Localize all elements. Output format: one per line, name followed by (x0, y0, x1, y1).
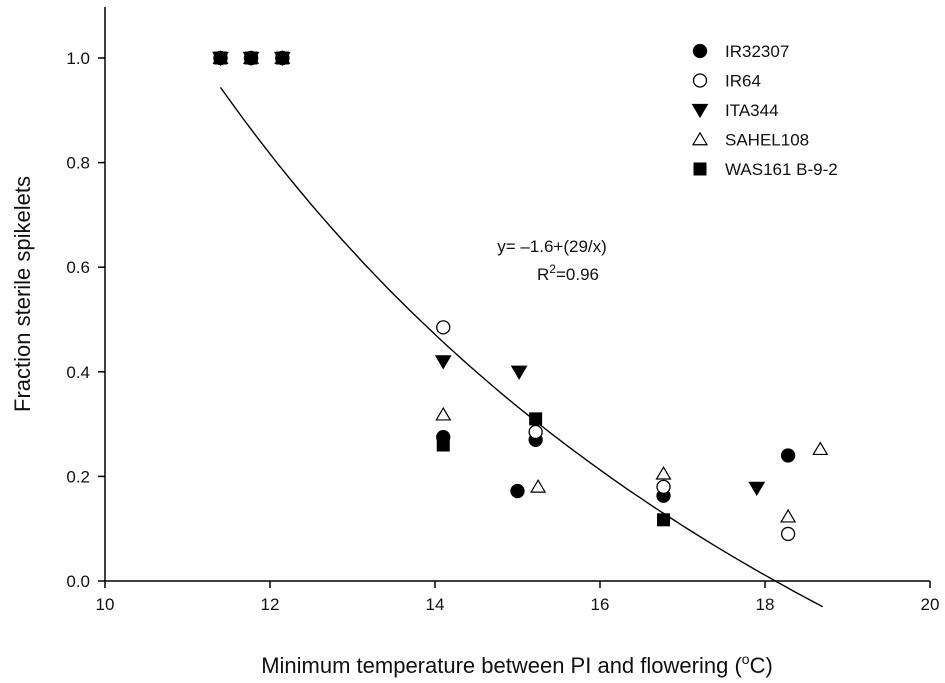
data-point (780, 526, 796, 542)
legend-marker (693, 162, 707, 176)
data-point (656, 479, 671, 495)
legend-label: IR64 (725, 72, 761, 91)
data-point (780, 508, 797, 523)
series-was161-b-9-2 (214, 51, 671, 527)
x-tick-label: 18 (756, 595, 775, 614)
data-point (812, 441, 829, 456)
legend-marker (692, 73, 708, 88)
fit-equation: y= –1.6+(29/x) (497, 237, 607, 256)
data-point (275, 51, 289, 65)
legend-marker (692, 43, 708, 59)
x-tick-label: 14 (426, 595, 445, 614)
y-tick-label: 0.2 (66, 467, 90, 486)
data-point (436, 320, 451, 335)
legend-marker (691, 131, 709, 146)
x-tick-label: 12 (261, 595, 280, 614)
y-axis-title: Fraction sterile spikelets (10, 176, 35, 412)
data-point (510, 365, 528, 380)
data-point (434, 355, 452, 370)
legend-label: SAHEL108 (725, 131, 809, 150)
x-tick-label: 16 (591, 595, 610, 614)
legend: IR32307 IR64 ITA344 SAHEL108 WAS161 B-9-2 (691, 42, 838, 179)
y-tick-label: 0.8 (66, 154, 90, 173)
data-point (510, 483, 525, 499)
data-point (244, 51, 258, 65)
x-tick-label: 20 (921, 595, 940, 614)
y-tick-label: 1.0 (66, 49, 90, 68)
data-point (748, 481, 766, 497)
x-tick-label: 10 (96, 595, 115, 614)
data-point (214, 51, 227, 65)
data-point (529, 412, 543, 426)
legend-label: ITA344 (725, 101, 779, 120)
y-tick-label: 0.6 (66, 258, 90, 277)
series-sahel108 (212, 50, 829, 523)
data-point (780, 448, 796, 463)
legend-label: WAS161 B-9-2 (725, 160, 838, 179)
fit-curve (219, 86, 824, 608)
legend-marker (691, 103, 709, 119)
series-ita344 (212, 51, 766, 497)
data-point (657, 513, 671, 527)
y-tick-label: 0.4 (66, 363, 90, 382)
series-ir64 (213, 50, 796, 542)
axis-ticks: 10 12 14 16 18 20 0.0 0.2 0.4 0.6 0.8 1.0 (66, 49, 939, 614)
series-ir32307 (213, 50, 796, 503)
fit-r2: R2=0.96 (537, 262, 599, 284)
data-point (436, 438, 450, 452)
y-tick-label: 0.0 (66, 572, 90, 591)
legend-label: IR32307 (725, 42, 789, 61)
fit-curve-layer (219, 86, 824, 608)
data-point (528, 424, 543, 440)
x-axis-title: Minimum temperature between PI and flowe… (261, 651, 773, 678)
data-point (435, 406, 452, 421)
data-point (655, 465, 672, 480)
data-points (212, 50, 829, 542)
data-point (530, 479, 547, 493)
